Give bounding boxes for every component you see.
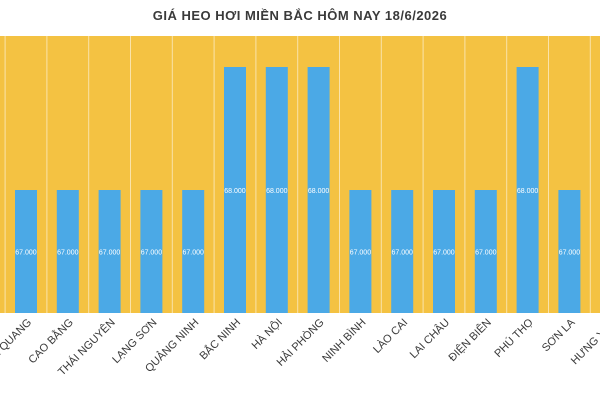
bar bbox=[558, 190, 581, 313]
x-tick-label: PHÚ THỌ bbox=[492, 316, 536, 360]
data-label: 67.000 bbox=[559, 250, 581, 257]
bar bbox=[182, 190, 205, 313]
bars bbox=[15, 67, 581, 313]
x-tick-label: LAI CHÂU bbox=[407, 316, 452, 361]
bar bbox=[433, 190, 455, 313]
bar bbox=[56, 190, 79, 313]
x-tick-label: SƠN LA bbox=[540, 316, 578, 354]
bar bbox=[349, 190, 372, 313]
bar bbox=[140, 190, 163, 313]
bar bbox=[307, 67, 330, 313]
bar bbox=[516, 67, 539, 313]
data-label: 67.000 bbox=[57, 250, 79, 257]
chart-title: GIÁ HEO HƠI MIỀN BẮC HÔM NAY 18/6/2026 bbox=[152, 8, 448, 23]
data-label: 67.000 bbox=[182, 250, 204, 257]
x-tick-label: HÀ NỘI bbox=[249, 316, 285, 352]
data-label: 67.000 bbox=[475, 250, 497, 257]
bar bbox=[474, 190, 497, 313]
data-label: 68.000 bbox=[224, 188, 246, 195]
data-label: 67.000 bbox=[433, 250, 455, 257]
bar bbox=[265, 67, 288, 313]
category-separators bbox=[4, 36, 591, 313]
x-tick-label: ĐIỆN BIÊN bbox=[446, 316, 494, 364]
plot-background bbox=[0, 36, 600, 313]
data-label: 68.000 bbox=[517, 188, 539, 195]
x-tick-label: TUYÊN QUANG bbox=[0, 316, 34, 382]
data-label: 68.000 bbox=[308, 188, 330, 195]
x-tick-label: LÀO CAI bbox=[370, 316, 410, 356]
bar bbox=[98, 190, 121, 313]
bar bbox=[15, 190, 37, 313]
bar bbox=[391, 190, 414, 313]
data-label: 67.000 bbox=[15, 250, 37, 257]
data-label: 68.000 bbox=[266, 188, 288, 195]
x-tick-label: BẮC NINH bbox=[197, 316, 243, 362]
data-labels: 67.000 67.000 67.000 67.000 67.000 68.000 68.0… bbox=[15, 188, 580, 257]
data-label: 67.000 bbox=[141, 250, 163, 257]
data-label: 67.000 bbox=[391, 250, 413, 257]
data-label: 67.000 bbox=[350, 250, 372, 257]
data-label: 67.000 bbox=[99, 250, 121, 257]
x-tick-label: NINH BÌNH bbox=[320, 316, 369, 365]
bar bbox=[224, 67, 246, 313]
